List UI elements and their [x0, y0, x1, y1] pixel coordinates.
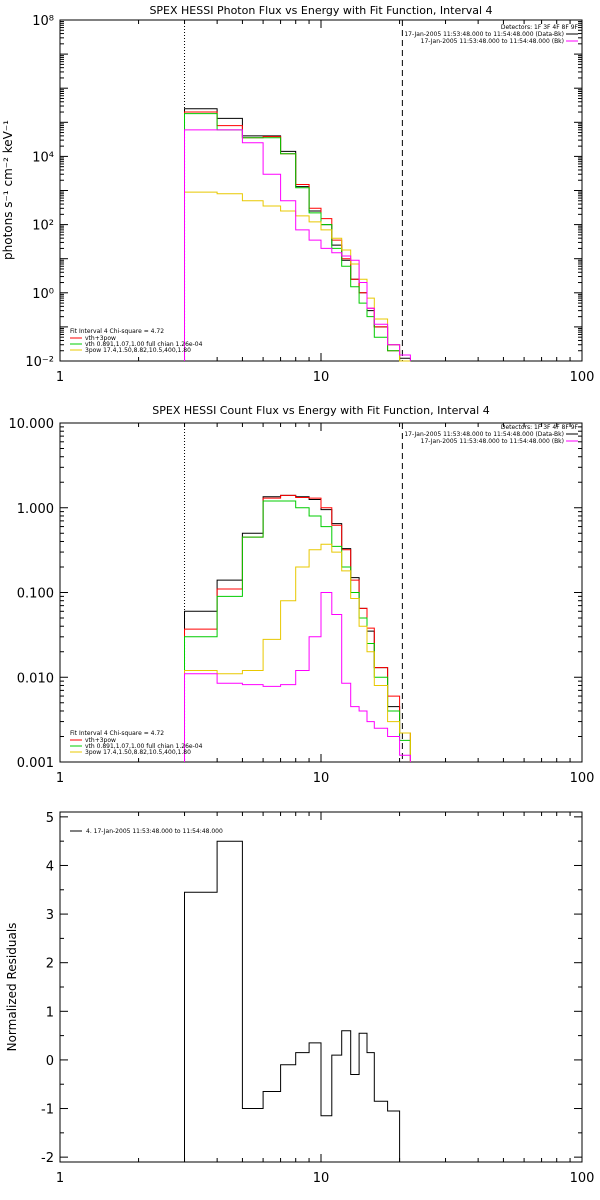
plot-frame	[59, 19, 583, 362]
legend-detectors: Detectors: 1F 3F 4F 8F 9F	[501, 424, 579, 431]
series-step-line	[184, 111, 411, 362]
series-step-line	[184, 500, 411, 762]
legend-top-left: 4. 17-Jan-2005 11:53:48.000 to 11:54:48.…	[70, 828, 223, 835]
series-step-line	[184, 840, 401, 1162]
x-tick-label: 1	[56, 370, 64, 385]
y-tick-label: 10⁴	[32, 150, 54, 165]
y-tick-label: 0.010	[17, 671, 54, 686]
legend-bottom-left: Fit Interval 4 Chi-square = 4.72 vth+3po…	[70, 730, 203, 756]
legend-bk-label: 17-Jan-2005 11:53:48.000 to 11:54:48.000…	[421, 38, 564, 45]
series-steps	[184, 20, 411, 362]
x-tick-label: 1	[56, 1171, 64, 1186]
legend-top-right: Detectors: 1F 3F 4F 8F 9F 17-Jan-2005 11…	[404, 424, 578, 445]
x-tick-label: 100	[570, 370, 595, 385]
legend-top-right: Detectors: 1F 3F 4F 8F 9F 17-Jan-2005 11…	[404, 24, 578, 45]
legend-3pow-label: 3pow 17.4,1.50,8.82,10.5,400,1.80	[85, 749, 191, 756]
y-axis-label: Normalized Residuals	[5, 923, 19, 1052]
axis-ticks: 1 10 100 0.001 0.010 0.100 1.000 10.000	[9, 417, 595, 786]
series-step-line	[184, 543, 411, 762]
y-tick-label: 10⁸	[32, 14, 54, 29]
y-tick-label: 0	[46, 1054, 54, 1069]
series-step-line	[184, 494, 411, 762]
legend-detectors: Detectors: 1F 3F 4F 8F 9F	[501, 24, 579, 31]
y-tick-label: 10.000	[9, 417, 55, 432]
y-tick-label: 10⁻²	[25, 355, 54, 370]
legend-data-bk-label: 17-Jan-2005 11:53:48.000 to 11:54:48.000…	[404, 31, 564, 38]
x-tick-label: 10	[313, 771, 330, 786]
x-tick-label: 1	[56, 771, 64, 786]
y-tick-label: 10²	[32, 219, 54, 234]
legend-data-bk-label: 17-Jan-2005 11:53:48.000 to 11:54:48.000…	[404, 431, 564, 438]
series-steps	[184, 840, 401, 1162]
axis-ticks: 1 10 100 -2 -1 0 1 2 3 4 5	[41, 811, 594, 1186]
y-tick-label: -2	[41, 1151, 54, 1166]
legend-vth3pow-label: vth+3pow	[85, 335, 116, 342]
y-tick-label: -1	[41, 1103, 54, 1118]
series-step-line	[184, 592, 411, 762]
panel-count-flux: SPEX HESSI Count Flux vs Energy with Fit…	[9, 404, 595, 786]
chart-title: SPEX HESSI Photon Flux vs Energy with Fi…	[149, 4, 492, 17]
x-tick-label: 10	[313, 370, 330, 385]
x-tick-label: 10	[313, 1171, 330, 1186]
legend-vth-label: vth 0.891,1.07,1.00 full chian 1.26e-04	[85, 743, 203, 750]
legend-residual-label: 4. 17-Jan-2005 11:53:48.000 to 11:54:48.…	[86, 828, 223, 835]
y-tick-label: 1	[46, 1005, 54, 1020]
panel-photon-flux: SPEX HESSI Photon Flux vs Energy with Fi…	[1, 4, 594, 385]
legend-fit-info: Fit Interval 4 Chi-square = 4.72	[70, 328, 164, 335]
y-axis-label: photons s⁻¹ cm⁻² keV⁻¹	[1, 120, 15, 260]
series-steps	[184, 423, 411, 762]
y-tick-label: 0.100	[17, 587, 54, 602]
legend-vth-label: vth 0.891,1.07,1.00 full chian 1.26e-04	[85, 341, 203, 348]
y-tick-label: 10⁰	[32, 287, 54, 302]
y-tick-label: 2	[46, 957, 54, 972]
y-tick-label: 3	[46, 908, 54, 923]
legend-vth3pow-label: vth+3pow	[85, 737, 116, 744]
y-tick-label: 1.000	[17, 502, 54, 517]
legend-3pow-label: 3pow 17.4,1.50,8.82,10.5,400,1.80	[85, 347, 191, 354]
legend-bottom-left: Fit Interval 4 Chi-square = 4.72 vth+3po…	[70, 328, 203, 354]
legend-bk-label: 17-Jan-2005 11:53:48.000 to 11:54:48.000…	[421, 438, 564, 445]
y-tick-label: 5	[46, 811, 54, 826]
legend-fit-info: Fit Interval 4 Chi-square = 4.72	[70, 730, 164, 737]
series-step-line	[184, 129, 411, 361]
series-step-line	[184, 108, 411, 361]
x-tick-label: 100	[570, 771, 595, 786]
series-step-line	[184, 191, 411, 362]
y-tick-label: 0.001	[17, 756, 54, 771]
x-tick-label: 100	[570, 1171, 595, 1186]
panel-residuals: Normalized Residuals 1 10 100 -2 -1 0 1 2 3 4 5 4.…	[5, 811, 594, 1186]
y-tick-label: 4	[46, 859, 54, 874]
series-step-line	[184, 494, 411, 762]
axis-ticks: 1 10 100 10⁻² 10⁰ 10² 10⁴ 10⁸	[25, 14, 594, 385]
chart-title: SPEX HESSI Count Flux vs Energy with Fit…	[152, 404, 489, 417]
